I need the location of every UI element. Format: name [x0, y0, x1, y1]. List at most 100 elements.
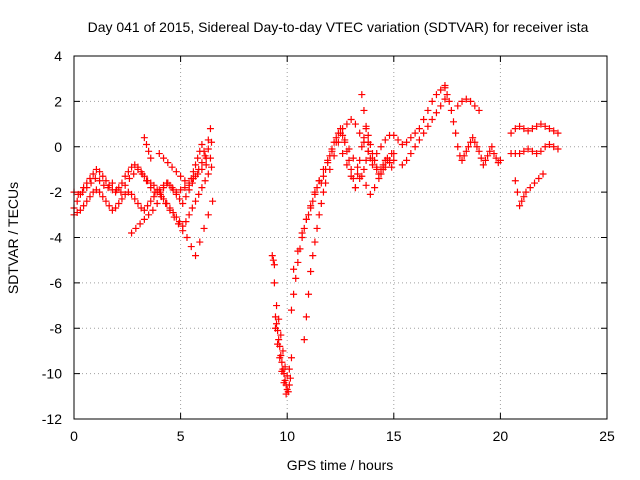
y-axis-ticks: -12 -10 -8 -6 -4 -2 0 2 4: [42, 48, 607, 427]
data-point: [516, 122, 524, 130]
data-point: [531, 179, 539, 187]
data-point: [511, 177, 519, 185]
data-point: [164, 179, 172, 187]
data-point: [341, 136, 349, 144]
data-point: [182, 218, 190, 226]
data-point: [449, 118, 457, 126]
data-point: [537, 147, 545, 155]
data-point: [270, 279, 278, 287]
data-point: [204, 145, 212, 153]
y-axis-label: SDTVAR / TECUs: [5, 182, 21, 294]
data-point: [362, 156, 370, 164]
data-point: [394, 136, 402, 144]
data-point: [182, 193, 190, 201]
data-point: [201, 177, 209, 185]
data-point: [452, 129, 460, 137]
data-point: [131, 195, 139, 203]
data-point: [345, 145, 353, 153]
data-point: [526, 184, 534, 192]
y-tick-label: -10: [42, 366, 62, 382]
data-point: [403, 138, 411, 146]
data-point: [142, 177, 150, 185]
data-point: [443, 91, 451, 99]
data-point: [198, 184, 206, 192]
data-point: [518, 197, 526, 205]
data-point: [377, 170, 385, 178]
data-point: [187, 175, 195, 183]
data-point: [473, 143, 481, 151]
data-point: [287, 306, 295, 314]
data-point: [147, 184, 155, 192]
data-point: [464, 143, 472, 151]
data-point: [187, 243, 195, 251]
data-point: [311, 188, 319, 196]
data-point: [364, 131, 372, 139]
data-point: [550, 143, 558, 151]
data-point: [522, 188, 530, 196]
data-point: [140, 215, 148, 223]
data-point: [179, 227, 187, 235]
data-point: [294, 247, 302, 255]
data-point: [377, 143, 385, 151]
data-point: [105, 202, 113, 210]
data-point: [309, 197, 317, 205]
data-point: [278, 367, 286, 375]
data-point: [516, 150, 524, 158]
data-point: [420, 116, 428, 124]
data-point: [138, 170, 146, 178]
data-point: [524, 127, 532, 135]
data-point: [356, 156, 364, 164]
data-point: [192, 161, 200, 169]
data-point: [486, 147, 494, 155]
data-point: [276, 354, 284, 362]
data-point: [270, 261, 278, 269]
data-point: [283, 372, 291, 380]
data-point: [398, 140, 406, 148]
data-point: [198, 165, 206, 173]
data-point: [533, 122, 541, 130]
y-tick-label: -12: [42, 411, 62, 427]
data-point: [471, 138, 479, 146]
data-point: [153, 199, 161, 207]
data-point: [458, 97, 466, 105]
data-point: [460, 152, 468, 160]
data-point: [185, 211, 193, 219]
data-point: [309, 252, 317, 260]
data-point: [313, 224, 321, 232]
data-point: [208, 163, 216, 171]
data-point: [366, 190, 374, 198]
data-point: [157, 193, 165, 201]
data-point: [204, 211, 212, 219]
data-point: [115, 199, 123, 207]
data-point: [339, 150, 347, 158]
data-point: [545, 125, 553, 133]
data-point: [415, 125, 423, 133]
data-point: [198, 140, 206, 148]
data-point: [273, 320, 281, 328]
x-tick-label: 20: [493, 428, 509, 444]
data-point: [411, 129, 419, 137]
data-point: [99, 172, 107, 180]
data-point: [347, 165, 355, 173]
data-point: [481, 156, 489, 164]
data-point: [145, 211, 153, 219]
data-point: [358, 91, 366, 99]
data-point: [302, 313, 310, 321]
data-point: [339, 125, 347, 133]
data-point: [192, 252, 200, 260]
x-tick-label: 15: [386, 428, 402, 444]
data-point: [268, 252, 276, 260]
data-point: [102, 177, 110, 185]
data-point: [537, 120, 545, 128]
x-axis-label: GPS time / hours: [287, 457, 394, 473]
x-axis-ticks: 0 5 10 15 20 25: [70, 56, 615, 444]
data-point: [437, 102, 445, 110]
data-point: [202, 161, 210, 169]
data-point: [269, 256, 277, 264]
data-point: [428, 97, 436, 105]
data-point: [362, 181, 370, 189]
plot-frame: [73, 55, 608, 420]
data-point: [168, 163, 176, 171]
data-point: [441, 95, 449, 103]
data-point: [445, 97, 453, 105]
